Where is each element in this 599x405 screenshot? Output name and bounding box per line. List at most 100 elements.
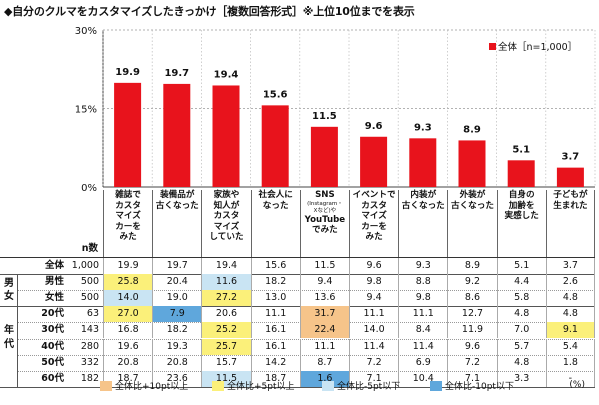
table-row-label: 男性 bbox=[44, 276, 64, 288]
table-cell: 9.3 bbox=[398, 258, 447, 275]
table-row-n: 1,000 bbox=[71, 260, 99, 271]
table-cell: 18.2 bbox=[250, 274, 300, 291]
table-cell: 14.0 bbox=[103, 290, 153, 307]
table-cell: 16.1 bbox=[250, 322, 300, 339]
table-row-label: 女性 bbox=[44, 292, 64, 304]
table-cell: 19.6 bbox=[103, 338, 152, 355]
table-cell: 4.8 bbox=[496, 306, 546, 323]
table-cell: 9.4 bbox=[299, 274, 349, 291]
table-cell: 8.6 bbox=[447, 290, 496, 307]
category-header: 社会人に なった bbox=[250, 190, 300, 257]
chart-title: ◆自分のクルマをカスタマイズしたきっかけ［複数回答形式］※上位10位までを表示 bbox=[4, 5, 415, 18]
table-cell: 15.6 bbox=[250, 258, 300, 275]
category-header-line: でみた bbox=[311, 225, 338, 236]
table-row-rule bbox=[18, 338, 595, 340]
category-header-line: YouTube bbox=[304, 214, 346, 225]
table-cell: 11.9 bbox=[447, 322, 496, 339]
table-header-rule bbox=[0, 257, 595, 258]
category-header-line: していた bbox=[209, 232, 244, 243]
table-row-n: 63 bbox=[86, 308, 99, 320]
category-header-line: 加齢を bbox=[508, 200, 535, 211]
table-cell: 2.6 bbox=[545, 274, 595, 291]
table-cell: 27.0 bbox=[103, 306, 153, 323]
highlight-legend-item: 全体比-10pt以下 bbox=[430, 379, 514, 392]
table-cell: 3.7 bbox=[545, 258, 595, 275]
category-header-line: 家族や bbox=[213, 190, 240, 200]
table-row-n: 182 bbox=[80, 372, 99, 384]
bar-value-label: 9.3 bbox=[414, 122, 432, 133]
table-cell: 15.7 bbox=[201, 354, 250, 371]
table-cell: 19.4 bbox=[201, 258, 250, 275]
table-cell: 8.7 bbox=[299, 354, 349, 371]
bar-value-label: 8.9 bbox=[463, 124, 481, 135]
table-cell: 11.1 bbox=[250, 306, 300, 323]
highlight-legend-swatch bbox=[430, 380, 442, 391]
bar-value-label: 19.7 bbox=[164, 68, 189, 79]
table-cell: 25.7 bbox=[201, 338, 251, 355]
category-header-line: (Instagram・ bbox=[307, 200, 343, 207]
bar-value-label: 15.6 bbox=[263, 89, 288, 100]
table-cell: 16.8 bbox=[103, 322, 152, 339]
table-row-n: 332 bbox=[80, 356, 99, 368]
table-cell: 13.0 bbox=[250, 290, 300, 307]
category-header-line: みた bbox=[365, 232, 383, 243]
bar-value-label: 9.6 bbox=[365, 121, 383, 132]
table-cell: 25.8 bbox=[103, 274, 153, 291]
table-cell: 11.4 bbox=[349, 338, 398, 355]
legend-swatch bbox=[489, 43, 496, 50]
group-label-gender: 男女 bbox=[4, 278, 14, 303]
table-row-rule bbox=[0, 306, 595, 308]
table-cell: 19.3 bbox=[152, 338, 201, 355]
category-header-line: 古くなった bbox=[155, 200, 199, 211]
highlight-legend-swatch bbox=[212, 380, 224, 391]
bar bbox=[163, 83, 191, 187]
table-cell: 11.4 bbox=[398, 338, 447, 355]
table-cell: 9.6 bbox=[349, 258, 398, 275]
table-cell: - bbox=[545, 370, 595, 387]
category-header-line: 装備品が bbox=[160, 190, 195, 200]
highlight-legend: 全体比+10pt以上 全体比+5pt以上 全体比-5pt以下 全体比-10pt以下 bbox=[100, 379, 599, 393]
table-cell: 19.7 bbox=[152, 258, 201, 275]
highlight-legend-swatch bbox=[100, 380, 112, 391]
bar-value-label: 19.9 bbox=[115, 67, 140, 78]
table-cell: 3.3 bbox=[496, 370, 546, 387]
category-header-line: カーを bbox=[115, 221, 141, 232]
table-cell: 6.9 bbox=[398, 354, 447, 371]
table-cell: 9.4 bbox=[349, 290, 398, 307]
category-header-line: なった bbox=[262, 200, 289, 211]
table-cell: 1.6 bbox=[299, 370, 349, 387]
table-cell: 11.5 bbox=[299, 258, 349, 275]
table-cell: 7.9 bbox=[152, 306, 202, 323]
table-row-label: 全体 bbox=[44, 260, 64, 271]
table-cell: 7.0 bbox=[496, 322, 546, 339]
table-cell: 5.8 bbox=[496, 290, 546, 307]
table-cell: 20.8 bbox=[152, 354, 201, 371]
table-row-n: 500 bbox=[80, 292, 99, 304]
y-tick-label: 30% bbox=[75, 26, 97, 37]
table-row-rule bbox=[18, 290, 595, 292]
bar-value-label: 5.1 bbox=[512, 144, 530, 155]
category-header-line: カスタ bbox=[213, 211, 240, 222]
table-cell: 8.4 bbox=[398, 322, 447, 339]
category-header-line: 内装が bbox=[410, 190, 437, 200]
bar bbox=[212, 85, 240, 187]
group-divider bbox=[17, 274, 18, 387]
category-header: 家族や 知人が カスタ マイズ していた bbox=[201, 190, 250, 257]
table-cell: 25.2 bbox=[201, 322, 251, 339]
table-cell: 8.8 bbox=[398, 274, 447, 291]
category-header-line: Xなど)や bbox=[313, 207, 337, 214]
table-row-n: 500 bbox=[80, 276, 99, 288]
category-header: イベントで カスタ マイズ カーを みた bbox=[349, 190, 398, 257]
category-header-line: マイズ bbox=[213, 221, 240, 232]
table-cell: 13.6 bbox=[299, 290, 349, 307]
table-cell: 20.8 bbox=[103, 354, 152, 371]
category-header-line: 子どもが bbox=[553, 190, 588, 200]
table-cell: 10.4 bbox=[398, 370, 447, 387]
table-cell: 31.7 bbox=[299, 306, 349, 323]
category-header-line: 実感した bbox=[504, 211, 539, 222]
category-header-line: 生まれた bbox=[553, 200, 588, 211]
highlight-legend-swatch bbox=[322, 380, 334, 391]
category-header: 子どもが 生まれた bbox=[545, 190, 595, 257]
